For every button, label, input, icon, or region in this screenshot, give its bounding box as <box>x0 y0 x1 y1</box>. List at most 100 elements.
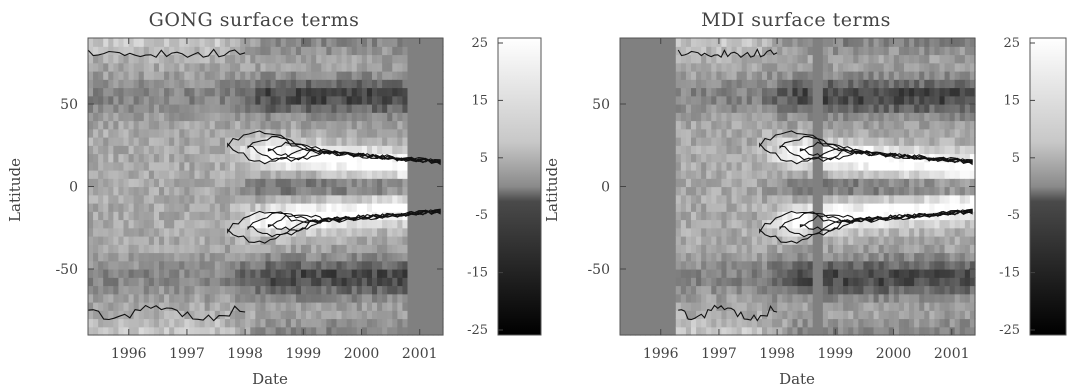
heatmap-cell <box>878 219 885 229</box>
heatmap-cell <box>817 318 824 328</box>
heatmap-cell <box>316 145 322 155</box>
heatmap-cell <box>301 62 307 72</box>
heatmap-cell <box>731 260 738 270</box>
heatmap-cell <box>88 54 94 64</box>
heatmap-cell <box>883 38 890 47</box>
heatmap-cell <box>255 62 262 72</box>
heatmap-cell <box>883 161 890 171</box>
heatmap-cell <box>706 95 712 105</box>
heatmap-cell <box>878 211 885 221</box>
heatmap-cell <box>888 38 895 47</box>
heatmap-cell <box>873 252 880 262</box>
heatmap-cell <box>731 153 738 163</box>
heatmap-cell <box>321 318 327 328</box>
heatmap-cell <box>848 71 854 80</box>
heatmap-cell <box>843 87 849 97</box>
heatmap-cell <box>954 285 961 295</box>
heatmap-cell <box>341 79 348 89</box>
heatmap-cell <box>128 227 135 237</box>
heatmap-cell <box>772 153 778 163</box>
heatmap-cell <box>311 302 317 311</box>
heatmap-cell <box>817 285 824 295</box>
heatmap-cell <box>660 186 667 196</box>
heatmap-cell <box>128 62 135 72</box>
heatmap-cell <box>316 203 322 212</box>
heatmap-cell <box>128 54 135 64</box>
heatmap-cell <box>919 54 925 64</box>
heatmap-cell <box>88 87 94 97</box>
heatmap-cell <box>833 219 839 229</box>
heatmap-cell <box>787 244 794 254</box>
heatmap-cell <box>756 293 763 303</box>
heatmap-cell <box>645 302 652 311</box>
heatmap-cell <box>670 194 677 204</box>
heatmap-cell <box>240 236 246 245</box>
heatmap-cell <box>635 153 641 163</box>
heatmap-cell <box>397 145 404 155</box>
heatmap-cell <box>427 203 434 212</box>
heatmap-cell <box>650 120 657 130</box>
heatmap-cell <box>240 227 246 237</box>
heatmap-cell <box>883 203 890 212</box>
heatmap-cell <box>685 244 692 254</box>
heatmap-cell <box>255 145 262 155</box>
heatmap-cell <box>199 120 206 130</box>
heatmap-cell <box>245 244 251 254</box>
heatmap-cell <box>331 137 338 146</box>
heatmap-cell <box>620 128 626 138</box>
heatmap-cell <box>250 153 256 163</box>
heatmap-cell <box>422 120 429 130</box>
heatmap-cell <box>219 145 226 155</box>
heatmap-cell <box>711 178 717 188</box>
heatmap-cell <box>301 302 307 311</box>
heatmap-cell <box>716 293 723 303</box>
heatmap-cell <box>88 128 94 138</box>
heatmap-cell <box>108 236 114 245</box>
heatmap-cell <box>356 285 363 295</box>
heatmap-cell <box>675 161 682 171</box>
heatmap-cell <box>797 244 804 254</box>
heatmap-cell <box>341 120 348 130</box>
heatmap-cell <box>635 120 641 130</box>
heatmap-cell <box>184 236 191 245</box>
heatmap-cell <box>711 211 717 221</box>
heatmap-cell <box>397 128 404 138</box>
heatmap-cell <box>336 178 343 188</box>
heatmap-cell <box>143 236 150 245</box>
heatmap-cell <box>387 285 393 295</box>
heatmap-cell <box>432 219 439 229</box>
heatmap-cell <box>827 302 834 311</box>
heatmap-cell <box>929 285 936 295</box>
heatmap-cell <box>432 285 439 295</box>
heatmap-cell <box>838 244 844 254</box>
heatmap-cell <box>726 120 733 130</box>
heatmap-cell <box>685 112 692 122</box>
heatmap-cell <box>772 310 778 320</box>
heatmap-cell <box>164 310 170 320</box>
heatmap-cell <box>782 269 788 278</box>
heatmap-cell <box>949 87 956 97</box>
heatmap-cell <box>93 194 99 204</box>
heatmap-cell <box>726 310 733 320</box>
heatmap-cell <box>280 120 287 130</box>
heatmap-cell <box>797 95 804 105</box>
heatmap-cell <box>361 244 368 254</box>
heatmap-cell <box>224 285 231 295</box>
heatmap-cell <box>123 112 130 122</box>
heatmap-cell <box>214 219 221 229</box>
heatmap-cell <box>716 120 723 130</box>
heatmap-cell <box>164 186 170 196</box>
heatmap-cell <box>741 227 748 237</box>
heatmap-cell <box>417 269 424 278</box>
heatmap-cell <box>701 87 707 97</box>
heatmap-cell <box>650 95 657 105</box>
heatmap-cell <box>812 203 819 212</box>
heatmap-cell <box>392 203 398 212</box>
heatmap-cell <box>706 260 712 270</box>
heatmap-cell <box>630 161 636 171</box>
heatmap-cell <box>189 137 196 146</box>
heatmap-cell <box>934 128 941 138</box>
heatmap-cell <box>265 178 272 188</box>
heatmap-cell <box>625 252 631 262</box>
heatmap-cell <box>194 277 201 287</box>
